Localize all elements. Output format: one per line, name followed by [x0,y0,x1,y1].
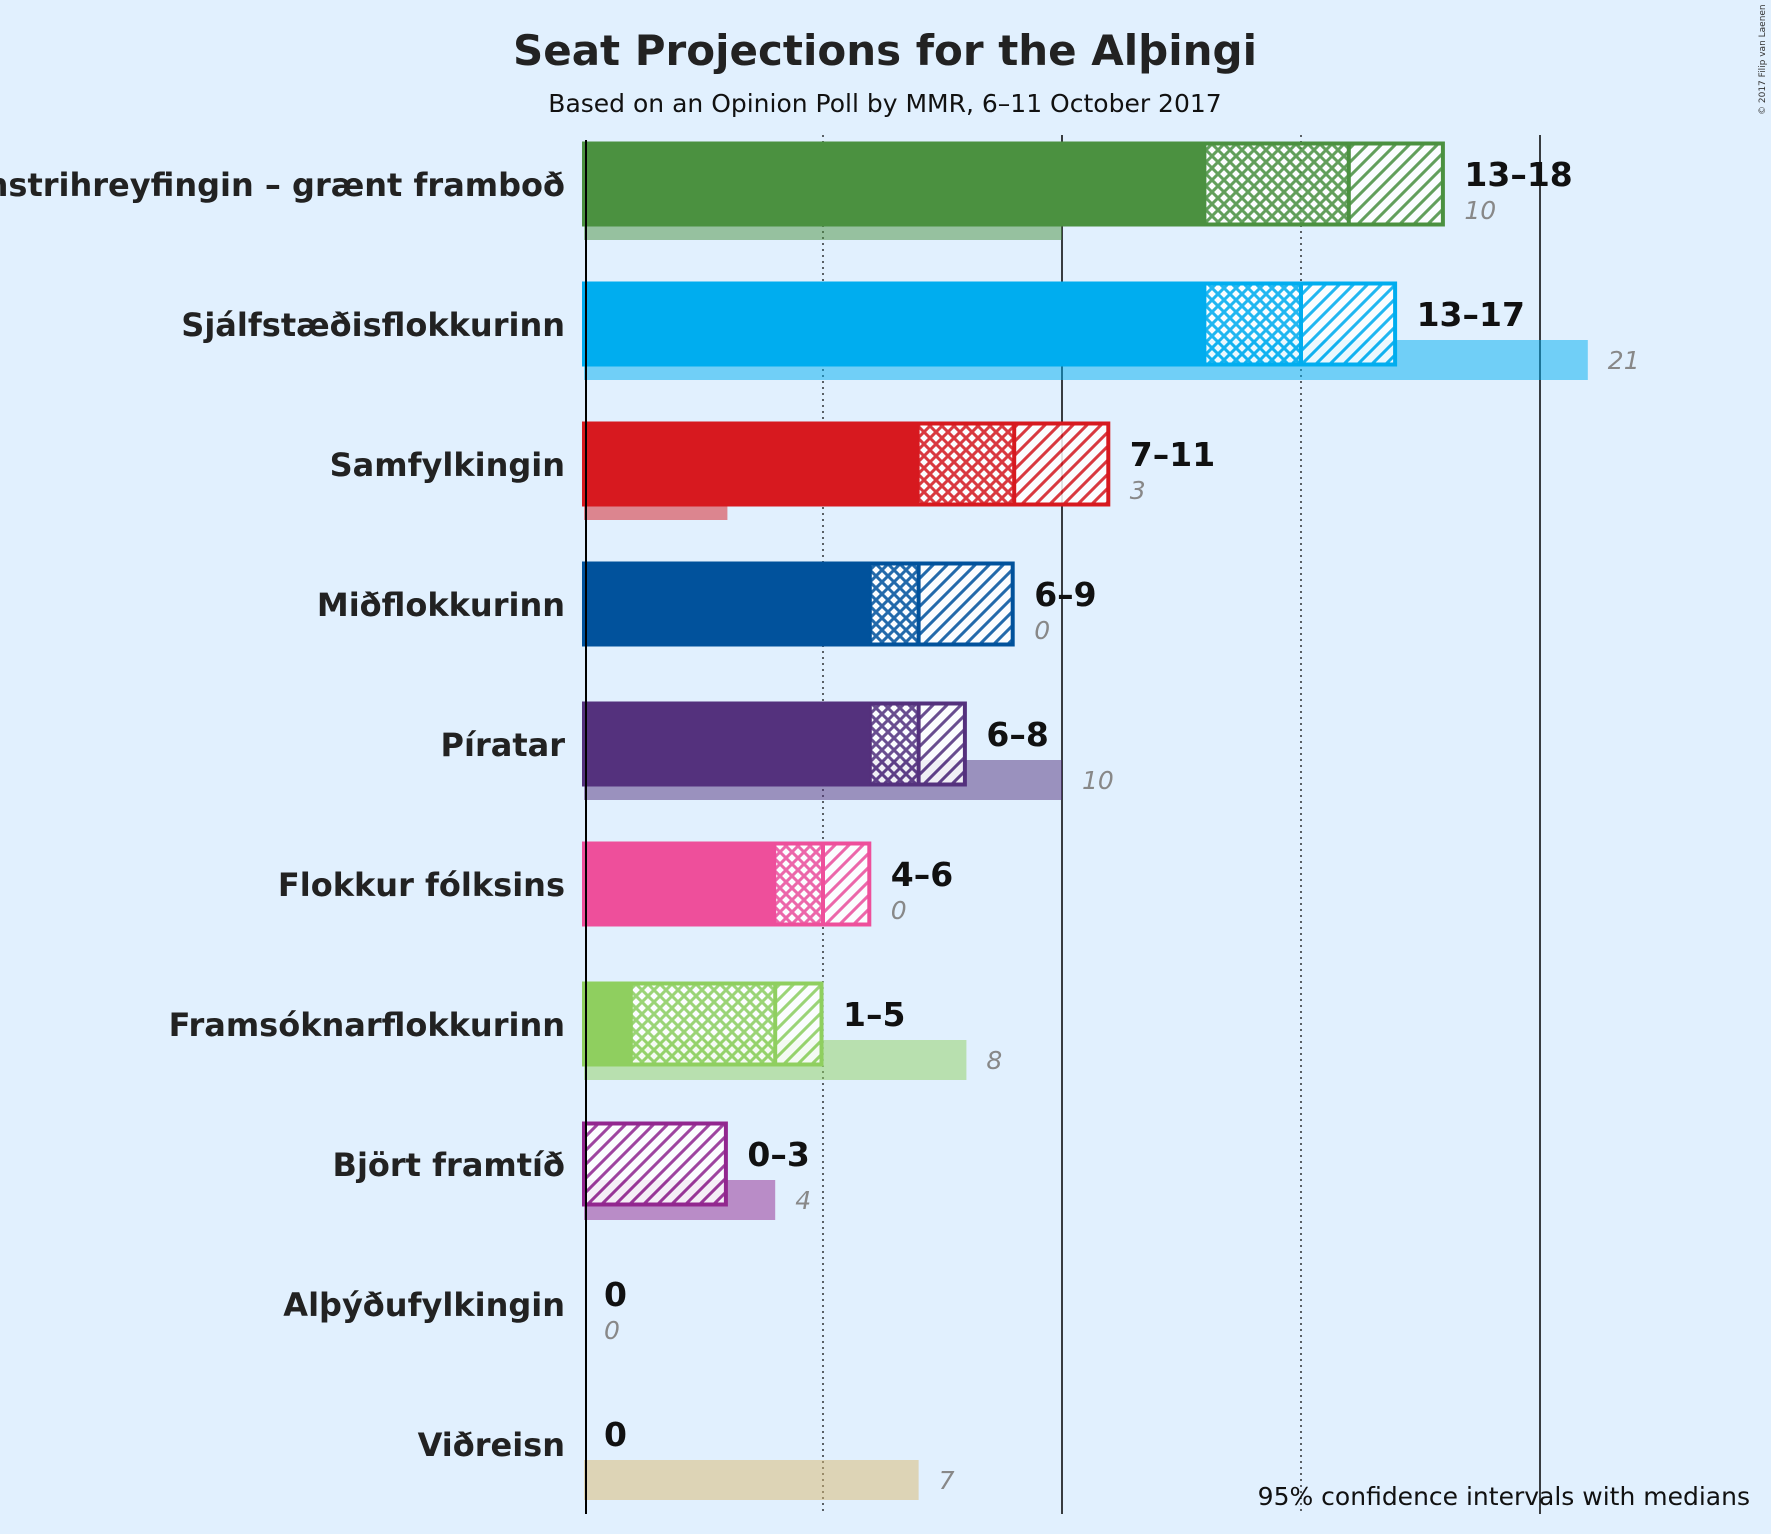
ci-hatch-bar-samfylkingin [1014,422,1110,506]
last-result-label-piratar: 10 [1082,766,1114,795]
party-label-piratar: Píratar [441,726,566,764]
party-label-samfylkingin: Samfylkingin [330,446,565,484]
ci-cross-bar-samfylkingin [918,422,1015,506]
footnote: 95% confidence intervals with medians [1258,1482,1750,1511]
party-row-vidreisn: Viðreisn 0 7 [418,1415,955,1500]
ci-cross-bar-sjalfstaedisflokkurinn [1205,282,1301,366]
ci-outline-framsoknarflokkurinn [582,981,824,1067]
bars: Vinstrihreyfingin – grænt framboð 13–1810… [0,141,1640,1500]
chart-title: Seat Projections for the Alþingi [513,26,1257,75]
party-row-midflokkurinn: Miðflokkurinn 6–90 [317,561,1097,647]
party-label-framsoknarflokkurinn: Framsóknarflokkurinn [169,1006,565,1044]
ci-solid-bar-framsoknarflokkurinn [584,982,632,1066]
party-label-vinstrihreyfingin-graent-frambod: Vinstrihreyfingin – grænt framboð [0,166,565,204]
party-label-bjort-framtid: Björt framtíð [333,1146,565,1184]
range-label-midflokkurinn: 6–9 [1034,575,1096,614]
ci-cross-bar-piratar [870,702,919,786]
party-label-sjalfstaedisflokkurinn: Sjálfstæðisflokkurinn [181,306,565,344]
last-result-label-flokkur-folksins: 0 [891,896,907,925]
range-label-piratar: 6–8 [986,715,1048,754]
ci-solid-bar-sjalfstaedisflokkurinn [584,282,1206,366]
party-row-althydufylkingin: Alþýðufylkingin 00 [283,1275,627,1345]
last-result-label-bjort-framtid: 4 [795,1186,811,1215]
party-row-bjort-framtid: Björt framtíð 0–3 4 [333,1121,811,1220]
ci-hatch-bar-sjalfstaedisflokkurinn [1301,282,1397,366]
last-result-label-samfylkingin: 3 [1130,476,1146,505]
last-result-label-vidreisn: 7 [939,1466,955,1495]
party-row-piratar: Píratar 6–8 10 [441,701,1114,800]
last-result-bar-vidreisn [584,1460,919,1500]
ci-solid-bar-midflokkurinn [584,562,871,646]
party-row-framsoknarflokkurinn: Framsóknarflokkurinn 1–5 8 [169,981,1002,1080]
ci-outline-flokkur-folksins [582,841,872,927]
party-label-althydufylkingin: Alþýðufylkingin [283,1286,565,1324]
ci-solid-bar-piratar [584,702,871,786]
ci-hatch-bar-flokkur-folksins [823,842,871,926]
ci-cross-bar-flokkur-folksins [775,842,823,926]
party-row-sjalfstaedisflokkurinn: Sjálfstæðisflokkurinn 13–17 21 [181,281,1640,380]
party-label-vidreisn: Viðreisn [418,1426,565,1464]
range-label-sjalfstaedisflokkurinn: 13–17 [1417,295,1525,334]
last-result-label-framsoknarflokkurinn: 8 [986,1046,1002,1075]
range-label-framsoknarflokkurinn: 1–5 [843,995,905,1034]
ci-hatch-bar-midflokkurinn [918,562,1015,646]
ci-cross-bar-midflokkurinn [870,562,919,646]
range-label-althydufylkingin: 0 [604,1275,627,1314]
copyright-notice: © 2017 Filip van Laenen [1758,4,1768,115]
ci-outline-bjort-framtid [582,1121,728,1207]
last-result-label-vinstrihreyfingin-graent-frambod: 10 [1464,196,1496,225]
party-row-samfylkingin: Samfylkingin 7–113 [330,421,1215,520]
range-label-bjort-framtid: 0–3 [747,1135,809,1174]
ci-outline-sjalfstaedisflokkurinn [582,281,1398,367]
ci-cross-bar-framsoknarflokkurinn [631,982,776,1066]
ci-outline-vinstrihreyfingin-graent-frambod [582,141,1445,227]
ci-outline-samfylkingin [582,421,1111,507]
range-label-vidreisn: 0 [604,1415,627,1454]
ci-solid-bar-vinstrihreyfingin-graent-frambod [584,142,1206,226]
range-label-samfylkingin: 7–11 [1130,435,1215,474]
last-result-label-althydufylkingin: 0 [604,1316,620,1345]
ci-solid-bar-flokkur-folksins [584,842,776,926]
ci-outline-midflokkurinn [582,561,1015,647]
ci-solid-bar-samfylkingin [584,422,919,506]
ci-hatch-bar-framsoknarflokkurinn [775,982,823,1066]
ci-hatch-bar-bjort-framtid [584,1122,728,1206]
ci-hatch-bar-piratar [918,702,967,786]
range-label-flokkur-folksins: 4–6 [891,855,953,894]
ci-outline-piratar [582,701,967,787]
last-result-label-midflokkurinn: 0 [1034,616,1050,645]
party-label-midflokkurinn: Miðflokkurinn [317,586,565,624]
ci-hatch-bar-vinstrihreyfingin-graent-frambod [1348,142,1445,226]
chart-subtitle: Based on an Opinion Poll by MMR, 6–11 Oc… [548,89,1221,118]
party-row-flokkur-folksins: Flokkur fólksins 4–60 [278,841,953,927]
range-label-vinstrihreyfingin-graent-frambod: 13–18 [1464,155,1572,194]
last-result-label-sjalfstaedisflokkurinn: 21 [1608,346,1640,375]
ci-cross-bar-vinstrihreyfingin-graent-frambod [1205,142,1349,226]
party-label-flokkur-folksins: Flokkur fólksins [278,866,565,904]
